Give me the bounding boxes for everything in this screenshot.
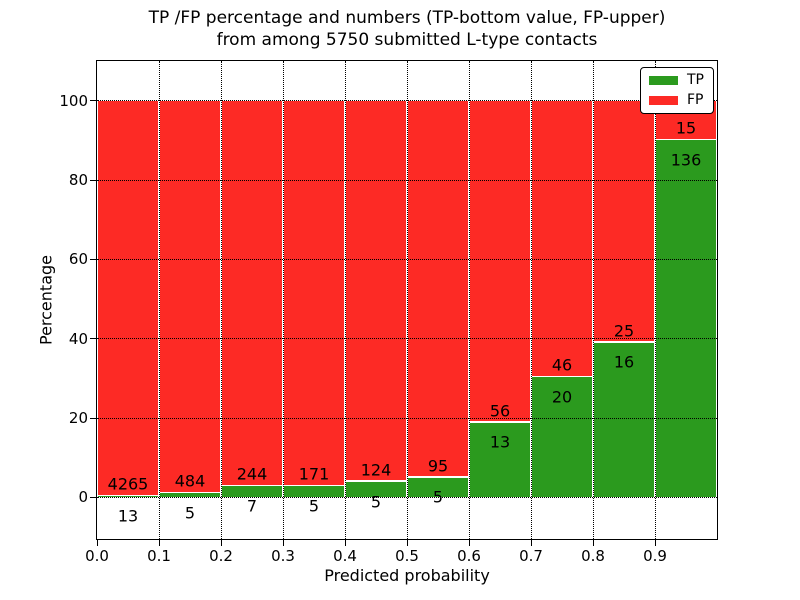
y-tick-label: 100 [59, 91, 88, 110]
plot-area: TP FP 4265 13 484 5 244 7 171 5 124 5 95 5 56 13 46 20 2… [96, 60, 718, 540]
bar-tp-segment [160, 493, 220, 498]
v-gridline [220, 61, 222, 539]
fp-count-label: 244 [236, 464, 268, 484]
legend-item-fp: FP [649, 93, 704, 108]
bar-tp-segment [408, 477, 468, 498]
bar-tp-segment [284, 486, 344, 498]
x-tick-mark [96, 540, 98, 546]
bar-fp-segment [532, 100, 592, 376]
tp-count-label: 16 [613, 352, 635, 372]
bar-tp-segment [222, 486, 282, 498]
v-gridline [282, 61, 284, 539]
x-tick-mark [158, 540, 160, 546]
bar-tp-segment [656, 140, 716, 498]
fp-count-label: 171 [298, 464, 330, 484]
tp-legend-swatch [649, 76, 678, 85]
tp-count-label: 5 [432, 487, 444, 507]
fp-legend-swatch [649, 96, 678, 105]
tp-count-label: 5 [370, 492, 382, 512]
legend-item-tp: TP [649, 73, 704, 88]
y-tick-mark [90, 179, 96, 181]
fp-count-label: 25 [613, 321, 635, 341]
v-gridline [344, 61, 346, 539]
x-tick-label: 0.7 [519, 547, 543, 565]
tp-count-label: 5 [308, 496, 320, 516]
y-tick-label: 0 [78, 488, 88, 507]
x-tick-mark [468, 540, 470, 546]
x-tick-mark [654, 540, 656, 546]
fp-count-label: 124 [360, 460, 392, 480]
x-tick-mark [220, 540, 222, 546]
bar-fp-segment [346, 100, 406, 481]
y-tick-mark [90, 100, 96, 102]
y-tick-label: 20 [68, 409, 88, 427]
chart-title: TP /FP percentage and numbers (TP-bottom… [96, 7, 718, 51]
v-gridline [654, 61, 656, 539]
y-tick-mark [90, 338, 96, 340]
chart-title-line1: TP /FP percentage and numbers (TP-bottom… [148, 8, 666, 28]
tp-count-label: 7 [246, 496, 258, 516]
bar-fp-segment [98, 100, 158, 495]
x-tick-label: 0.6 [457, 547, 481, 565]
bar-tp-segment [470, 422, 530, 498]
x-tick-mark [592, 540, 594, 546]
x-tick-mark [406, 540, 408, 546]
y-tick-mark [90, 496, 96, 498]
bar-fp-segment [594, 100, 654, 342]
x-axis-label: Predicted probability [324, 566, 490, 585]
bar-fp-segment [284, 100, 344, 485]
tp-count-label: 136 [670, 150, 702, 170]
fp-count-label: 95 [427, 456, 449, 476]
bar-tp-segment [594, 342, 654, 498]
chart-title-line2: from among 5750 submitted L-type contact… [216, 30, 598, 50]
legend-label-tp: TP [687, 72, 704, 88]
y-tick-label: 80 [68, 171, 88, 189]
x-tick-mark [282, 540, 284, 546]
x-tick-mark [530, 540, 532, 546]
tp-count-label: 13 [489, 432, 511, 452]
tp-count-label: 5 [184, 503, 196, 523]
bar-tp-segment [98, 496, 158, 498]
x-tick-label: 0.5 [395, 547, 419, 565]
x-tick-label: 0.3 [271, 547, 295, 565]
v-gridline [406, 61, 408, 539]
x-tick-label: 0.9 [643, 547, 667, 565]
x-tick-label: 0.8 [581, 547, 605, 565]
x-tick-label: 0.4 [333, 547, 357, 565]
bar-tp-segment [532, 377, 592, 498]
legend-label-fp: FP [687, 92, 704, 108]
x-tick-label: 0.2 [209, 547, 233, 565]
x-tick-label: 0.1 [147, 547, 171, 565]
bar-fp-segment [222, 100, 282, 485]
y-tick-label: 40 [68, 329, 88, 348]
fp-count-label: 15 [675, 118, 697, 138]
fp-count-label: 56 [489, 401, 511, 421]
tp-count-label: 13 [117, 506, 139, 526]
bar-fp-segment [470, 100, 530, 422]
bar-tp-segment [346, 481, 406, 498]
y-tick-mark [90, 417, 96, 419]
v-gridline [530, 61, 532, 539]
bar-fp-segment [160, 100, 220, 492]
v-gridline [468, 61, 470, 539]
x-tick-mark [344, 540, 346, 546]
fp-count-label: 4265 [107, 474, 149, 494]
legend: TP FP [640, 67, 714, 114]
bar-fp-segment [408, 100, 468, 476]
v-gridline [592, 61, 594, 539]
v-gridline [158, 61, 160, 539]
x-tick-label: 0.0 [85, 547, 109, 565]
y-tick-label: 60 [68, 250, 88, 269]
tp-count-label: 20 [551, 387, 573, 407]
fp-count-label: 46 [551, 355, 573, 375]
y-tick-mark [90, 258, 96, 260]
fp-count-label: 484 [174, 471, 206, 491]
